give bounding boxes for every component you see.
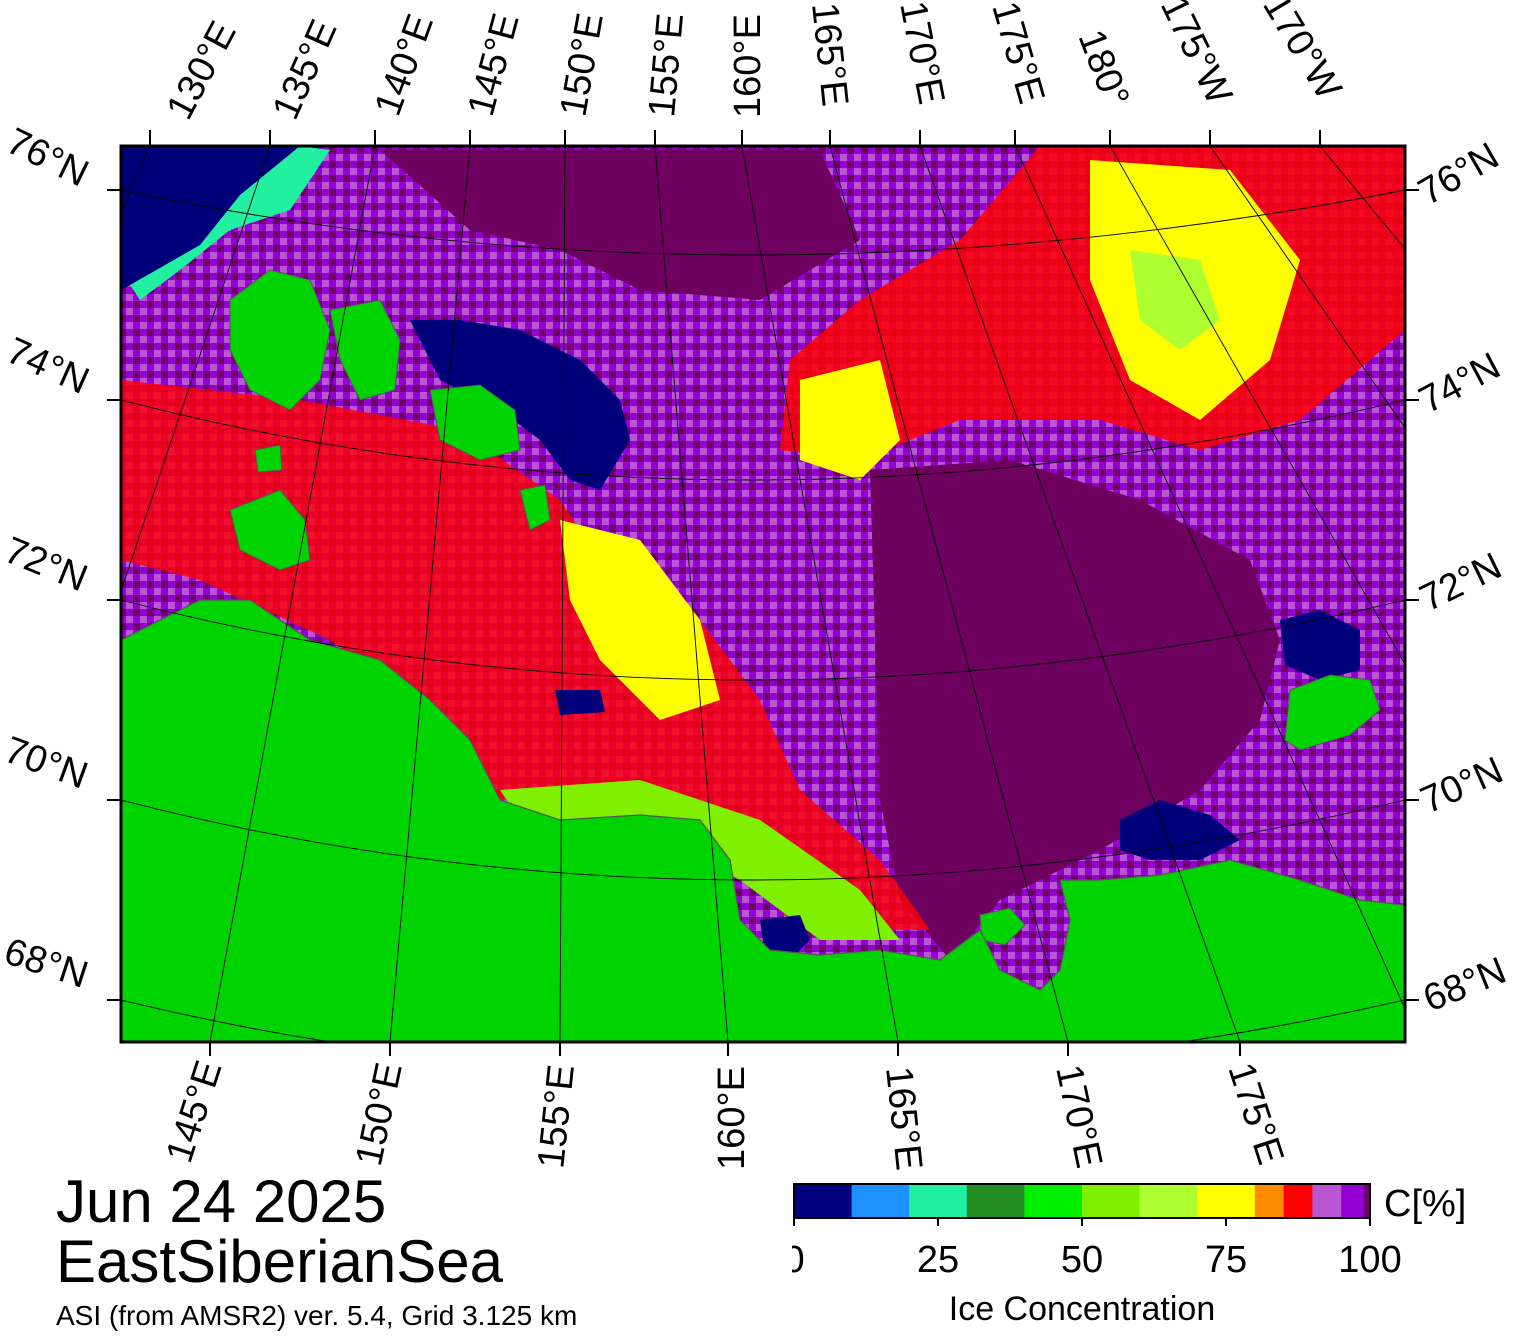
- top-lon-label: 160°E: [727, 14, 769, 118]
- top-lon-label: 140°E: [367, 9, 442, 121]
- graticule: [121, 146, 1405, 1042]
- top-lon-label: 170°W: [1254, 0, 1349, 107]
- island-new-siberia: [329, 299, 401, 401]
- date-label: Jun 24 2025: [56, 1168, 387, 1235]
- top-lon-label: 180°: [1070, 24, 1137, 112]
- island-bennett: [519, 484, 551, 531]
- open-water-wrangel: [1280, 610, 1360, 680]
- colorbar-unit: C[%]: [1384, 1183, 1466, 1225]
- colorbar-bin: [966, 1184, 1025, 1218]
- top-lon-label: 170°E: [891, 0, 952, 108]
- colorbar-bin: [1139, 1184, 1198, 1218]
- bottom-longitude-labels: 145°E 150°E 155°E 160°E 165°E 170°E 175°…: [158, 1056, 1291, 1173]
- colorbar-tick: 25: [917, 1239, 959, 1281]
- colorbar-bin: [1254, 1184, 1285, 1218]
- open-water-kolyma: [760, 915, 810, 960]
- top-lon-label: 165°E: [803, 1, 856, 109]
- left-lat-label: 72°N: [0, 529, 93, 600]
- top-longitude-labels: 130°E 135°E 140°E 145°E 150°E 155°E 160°…: [159, 0, 1349, 126]
- top-lon-label: 155°E: [641, 12, 692, 119]
- map-panel: [121, 146, 1405, 1042]
- colorbar-bin: [1341, 1184, 1365, 1218]
- colorbar-tick: 0: [792, 1239, 805, 1281]
- colorbar-tick: 100: [1338, 1239, 1401, 1281]
- bottom-lon-label: 175°E: [1219, 1058, 1291, 1170]
- island-kotelny: [229, 269, 331, 411]
- right-lat-label: 76°N: [1412, 135, 1507, 214]
- island-stolbovoy: [229, 489, 311, 571]
- right-lat-label: 72°N: [1414, 545, 1509, 620]
- colorbar-bins: [794, 1184, 1371, 1218]
- marginal-ice-mid-yellow: [800, 360, 900, 480]
- bottom-lon-label: 160°E: [711, 1066, 753, 1170]
- dense-ice-region: [870, 460, 1280, 960]
- top-lon-label: 175°E: [983, 0, 1052, 108]
- colorbar-bin: [909, 1184, 968, 1218]
- right-lat-label: 68°N: [1418, 950, 1512, 1021]
- left-latitude-labels: 76°N 74°N 72°N 70°N 68°N: [0, 120, 95, 996]
- top-lon-label: 130°E: [159, 15, 245, 127]
- colorbar-bin: [1364, 1184, 1371, 1218]
- left-lat-label: 76°N: [0, 120, 95, 195]
- left-lat-label: 74°N: [0, 330, 95, 403]
- source-label: ASI (from AMSR2) ver. 5.4, Grid 3.125 km: [56, 1300, 578, 1331]
- region-label: EastSiberianSea: [56, 1228, 503, 1295]
- colorbar-tick: 50: [1061, 1239, 1103, 1281]
- colorbar-tick: 75: [1205, 1239, 1247, 1281]
- right-latitude-labels: 76°N 74°N 72°N 70°N 68°N: [1412, 135, 1513, 1020]
- top-lon-label: 175°W: [1152, 0, 1240, 111]
- colorbar-bin: [1283, 1184, 1313, 1218]
- open-water-novosibirsk: [410, 320, 630, 490]
- left-lat-label: 70°N: [0, 729, 93, 798]
- colorbar-bin: [851, 1184, 910, 1218]
- colorbar-title: Ice Concentration: [949, 1290, 1216, 1328]
- colorbar-bin: [1082, 1184, 1141, 1218]
- colorbar-bin: [1024, 1184, 1083, 1218]
- open-water-chaun: [1120, 800, 1240, 860]
- marginal-ice-west: [121, 380, 930, 930]
- right-lat-label: 74°N: [1413, 345, 1508, 422]
- siberian-mainland: [121, 599, 1405, 1042]
- colorbar-bin: [794, 1184, 853, 1218]
- top-lon-label: 145°E: [460, 9, 527, 120]
- island-small-1: [254, 444, 283, 473]
- bottom-lon-label: 145°E: [158, 1056, 230, 1168]
- colorbar-ticks: [793, 1218, 1371, 1226]
- colorbar-bin: [1312, 1184, 1342, 1218]
- left-lat-label: 68°N: [0, 931, 93, 997]
- island-faddeyevsky: [429, 384, 521, 461]
- top-lon-label: 150°E: [553, 10, 612, 120]
- bottom-lon-label: 170°E: [1047, 1061, 1110, 1171]
- marginal-ice-ne-green: [1130, 250, 1220, 350]
- island-wrangel: [1284, 674, 1381, 751]
- dense-ice-north: [380, 150, 860, 300]
- colorbar: C[%] 0 25 50 75 100 Ice Concentration: [792, 1183, 1466, 1328]
- colorbar-bin: [1197, 1184, 1256, 1218]
- top-lon-label: 135°E: [265, 14, 346, 126]
- open-water-small: [555, 690, 605, 715]
- bottom-lon-label: 165°E: [877, 1065, 930, 1173]
- bottom-lon-label: 150°E: [348, 1059, 411, 1169]
- right-lat-label: 70°N: [1415, 749, 1510, 822]
- marginal-ice-west-yellow: [560, 520, 720, 720]
- axis-ticks: [107, 130, 1419, 1056]
- bottom-lon-label: 155°E: [530, 1063, 583, 1171]
- map-frame: [119, 144, 1407, 1044]
- open-water-laptev-fringe: [130, 146, 330, 300]
